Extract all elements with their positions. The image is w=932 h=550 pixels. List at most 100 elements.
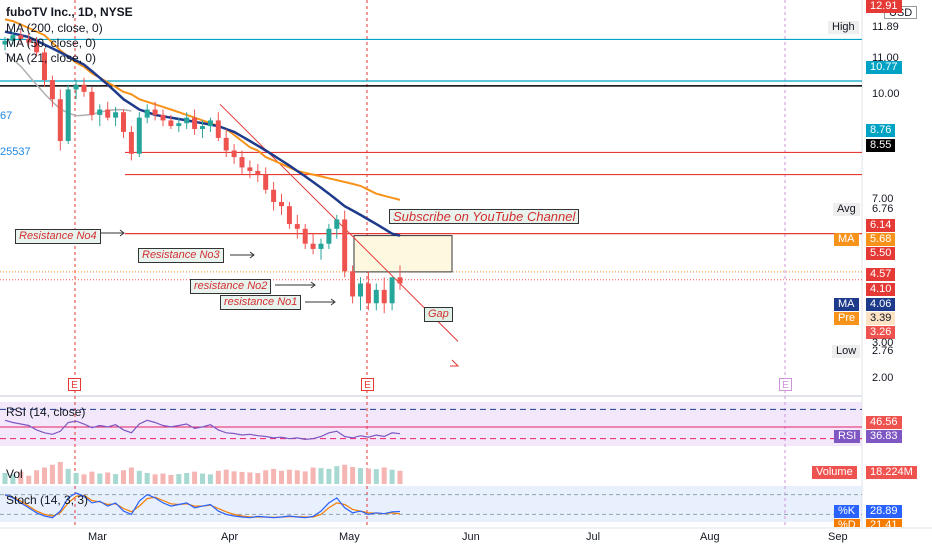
- volume-bar-11: [89, 471, 95, 484]
- candle-body-40: [318, 243, 324, 249]
- candle-body-4: [34, 42, 40, 53]
- avg-label: Avg: [833, 203, 860, 216]
- volume-bar-10: [81, 474, 87, 484]
- tick-10: 10.00: [872, 88, 900, 100]
- candle-body-38: [302, 228, 308, 244]
- volume-bar-32: [255, 473, 261, 484]
- premarket-tag: Pre: [834, 312, 860, 325]
- volume-bar-16: [128, 467, 134, 484]
- ma200-legend[interactable]: MA (200, close, 0): [6, 21, 103, 35]
- volume-bar-25: [200, 473, 205, 484]
- resistance-3-annotation[interactable]: Resistance No3: [138, 248, 224, 263]
- annotation-arrowhead-0: [119, 229, 125, 237]
- volume-bar-44: [350, 466, 356, 484]
- volume-bar-50: [397, 470, 403, 484]
- candle-body-43: [342, 219, 348, 272]
- volume-bar-12: [97, 473, 103, 484]
- volume-bar-39: [310, 467, 316, 484]
- earnings-marker-may[interactable]: E: [361, 378, 374, 391]
- line-label-8-55: 8.55: [866, 139, 896, 152]
- avg-value: 6.76: [872, 203, 894, 215]
- resistance-1-annotation[interactable]: resistance No1: [220, 295, 302, 310]
- candle-body-26: [207, 120, 213, 127]
- volume-bar-23: [184, 473, 190, 484]
- volume-bar-13: [105, 472, 111, 484]
- top-price-label: 12.91: [866, 0, 902, 13]
- volume-bar-43: [342, 464, 348, 484]
- x-label-apr: Apr: [221, 531, 239, 543]
- rsi-value-a: 46.56: [866, 416, 902, 429]
- candle-body-50: [397, 277, 403, 284]
- ma21-legend[interactable]: MA (21, close, 0): [6, 51, 97, 65]
- volume-bar-14: [113, 474, 119, 484]
- volume-bar-34: [271, 468, 277, 484]
- volume-bar-38: [302, 471, 308, 484]
- stoch-k-line: [4, 492, 401, 519]
- volume-bar-8: [65, 468, 71, 484]
- ma50-legend[interactable]: MA (50, close, 0): [6, 36, 97, 50]
- volume-bar-42: [334, 466, 340, 484]
- volume-bar-1: [10, 474, 16, 484]
- earnings-marker-feb[interactable]: E: [68, 378, 81, 391]
- ma21-value: 4.06: [866, 298, 896, 311]
- stoch-k-value: 28.89: [866, 505, 902, 518]
- line-label-8-76: 8.76: [866, 124, 896, 137]
- candle-body-20: [160, 114, 166, 121]
- candle-body-30: [239, 157, 245, 168]
- volume-bar-29: [231, 471, 237, 484]
- candle-body-46: [365, 283, 371, 304]
- annotation-arrowhead-3: [330, 298, 336, 306]
- resistance-4-annotation[interactable]: Resistance No4: [15, 229, 101, 244]
- candle-body-49: [389, 277, 395, 304]
- candle-body-17: [136, 117, 142, 154]
- candle-body-34: [271, 189, 277, 202]
- last-price: 3.26: [866, 326, 896, 339]
- volume-value: 18.224M: [866, 466, 917, 479]
- stoch-title[interactable]: Stoch (14, 3, 3): [6, 493, 89, 507]
- candle-body-1: [10, 35, 16, 41]
- rsi-line: [4, 419, 401, 441]
- candle-body-47: [373, 289, 379, 304]
- candle-body-33: [263, 174, 269, 190]
- tick-7: 7.00: [872, 193, 894, 205]
- volume-bar-21: [168, 474, 174, 484]
- x-label-aug: Aug: [700, 531, 720, 543]
- volume-bar-6: [49, 464, 55, 484]
- candle-body-45: [358, 283, 363, 297]
- candle-body-6: [49, 80, 55, 100]
- candle-body-14: [113, 112, 119, 118]
- gap-box: [353, 235, 453, 273]
- volume-bar-47: [373, 469, 379, 484]
- volume-bar-17: [136, 470, 142, 484]
- volume-bar-15: [121, 470, 126, 484]
- tick-3: 3.00: [872, 337, 894, 349]
- resistance-2-annotation[interactable]: resistance No2: [190, 279, 272, 294]
- high-label: High: [828, 21, 859, 34]
- candle-body-32: [255, 170, 261, 175]
- gap-annotation[interactable]: Gap: [424, 307, 453, 322]
- earnings-marker-aug[interactable]: E: [779, 378, 792, 391]
- rsi-title[interactable]: RSI (14, close): [6, 405, 86, 419]
- volume-bar-22: [176, 474, 182, 484]
- candle-body-28: [223, 137, 229, 151]
- stoch-d-tag: %D: [834, 519, 860, 527]
- volume-bar-33: [263, 470, 269, 484]
- x-label-jun: Jun: [462, 531, 480, 543]
- candle-body-36: [286, 206, 292, 225]
- volume-title[interactable]: Vol: [6, 467, 23, 481]
- annotation-arrowhead-2: [310, 281, 316, 289]
- annotation-arrowhead-1: [249, 251, 255, 259]
- tick-2: 2.00: [872, 372, 894, 384]
- volume-bar-41: [326, 468, 332, 484]
- volume-bar-37: [294, 470, 300, 484]
- candle-body-27: [215, 120, 221, 138]
- subscribe-annotation[interactable]: Subscribe on YouTube Channel: [389, 209, 580, 224]
- x-label-mar: Mar: [88, 531, 107, 543]
- candle-body-18: [144, 109, 150, 118]
- line-label-6-14: 6.14: [866, 219, 896, 232]
- line-label-10-77: 10.77: [866, 61, 902, 74]
- candle-body-7: [57, 99, 63, 141]
- low-label: Low: [832, 345, 861, 358]
- candle-body-21: [168, 120, 174, 127]
